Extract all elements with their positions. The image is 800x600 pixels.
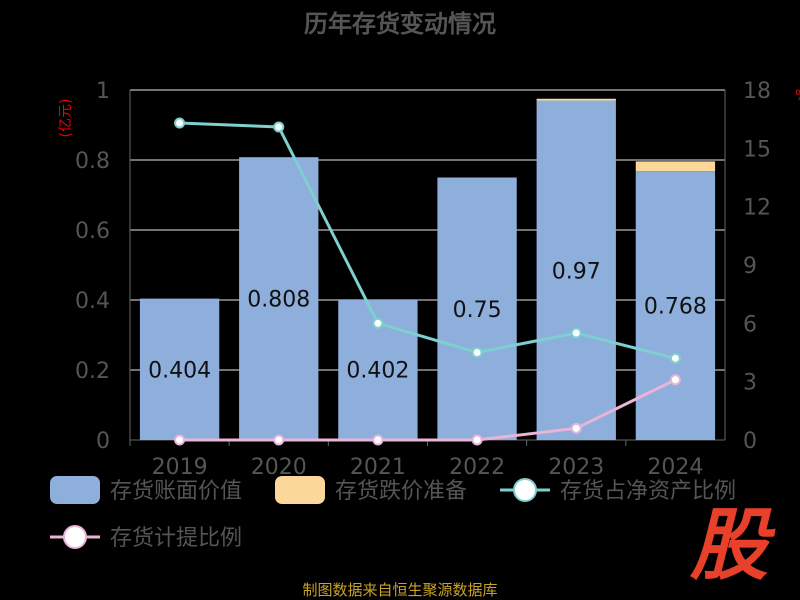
bar-impairment bbox=[536, 98, 616, 101]
bar-value-label: 0.97 bbox=[552, 259, 601, 284]
x-tick-label: 2022 bbox=[449, 455, 505, 480]
x-tick-label: 2023 bbox=[548, 455, 604, 480]
right-tick-label: 0 bbox=[743, 429, 757, 454]
point-net-asset-ratio bbox=[174, 117, 186, 129]
bar-value-label: 0.402 bbox=[346, 359, 409, 384]
legend-impairment: 存货跌价准备 bbox=[275, 476, 467, 504]
line-provision-ratio bbox=[179, 378, 677, 442]
x-tick-label: 2020 bbox=[251, 455, 307, 480]
left-tick-label: 0.8 bbox=[75, 149, 110, 174]
bar-book-value bbox=[139, 298, 220, 440]
right-tick-label: 3 bbox=[743, 371, 757, 396]
logo-mark: 股 bbox=[689, 501, 776, 591]
axes: 0 0.2 0.4 0.6 0.8 1 0 3 6 9 12 15 18 2019 2020 2021 2022… bbox=[75, 79, 771, 480]
right-tick-label: 9 bbox=[743, 254, 757, 279]
legend-impairment-swatch bbox=[275, 476, 325, 504]
left-axis-unit: (亿元) bbox=[58, 99, 74, 138]
bar-book-value bbox=[239, 157, 319, 440]
legend-provision-ratio-label: 存货计提比例 bbox=[110, 526, 242, 551]
x-tick-label: 2019 bbox=[152, 455, 208, 480]
legend-book-value-swatch bbox=[50, 476, 100, 504]
left-tick-label: 0 bbox=[96, 429, 110, 454]
point-provision-ratio bbox=[669, 374, 681, 386]
legend-provision-ratio: 存货计提比例 bbox=[50, 525, 242, 551]
legend-provision-ratio-swatch-marker bbox=[63, 525, 87, 549]
point-net-asset-ratio bbox=[372, 317, 384, 329]
point-provision-ratio bbox=[570, 422, 582, 434]
point-net-asset-ratio bbox=[471, 347, 483, 358]
x-tick-label: 2021 bbox=[350, 455, 406, 480]
point-net-asset-ratio bbox=[570, 327, 582, 339]
point-net-asset-ratio bbox=[669, 352, 681, 364]
right-tick-label: 18 bbox=[743, 79, 771, 104]
legend-book-value-label: 存货账面价值 bbox=[110, 479, 242, 504]
point-provision-ratio bbox=[471, 434, 483, 446]
right-tick-label: 15 bbox=[743, 137, 771, 162]
point-net-asset-ratio bbox=[273, 121, 285, 133]
legend-book-value: 存货账面价值 bbox=[50, 476, 242, 504]
right-tick-label: 12 bbox=[743, 196, 771, 221]
right-axis-unit: % bbox=[795, 88, 800, 104]
line-net-asset-ratio bbox=[179, 121, 676, 360]
bars: 0.404 0.808 0.402 0.75 0.97 0.768 bbox=[139, 98, 716, 440]
bar-book-value bbox=[437, 177, 517, 440]
chart-title: 历年存货变动情况 bbox=[304, 10, 496, 38]
legend-net-asset-ratio-swatch-marker bbox=[513, 478, 537, 502]
point-provision-ratio bbox=[372, 434, 384, 446]
source-note: 制图数据来自恒生聚源数据库 bbox=[302, 581, 497, 599]
bar-book-value bbox=[635, 171, 716, 440]
lines bbox=[174, 117, 681, 446]
legend-impairment-label: 存货跌价准备 bbox=[335, 479, 467, 504]
left-tick-label: 0.2 bbox=[75, 359, 110, 384]
right-tick-label: 6 bbox=[743, 312, 757, 337]
bar-value-label: 0.808 bbox=[247, 288, 310, 313]
left-tick-label: 1 bbox=[96, 79, 110, 104]
bar-value-label: 0.768 bbox=[644, 295, 707, 320]
point-provision-ratio bbox=[273, 434, 285, 446]
bar-impairment bbox=[635, 161, 716, 172]
bar-value-label: 0.404 bbox=[148, 358, 211, 383]
bar-book-value bbox=[536, 100, 616, 440]
left-tick-label: 0.4 bbox=[75, 289, 110, 314]
legend-net-asset-ratio: 存货占净资产比例 bbox=[500, 478, 736, 504]
left-tick-label: 0.6 bbox=[75, 219, 110, 244]
x-tick-label: 2024 bbox=[647, 455, 703, 480]
point-provision-ratio bbox=[174, 434, 186, 446]
legend-net-asset-ratio-label: 存货占净资产比例 bbox=[560, 479, 736, 504]
bar-value-label: 0.75 bbox=[453, 298, 502, 323]
